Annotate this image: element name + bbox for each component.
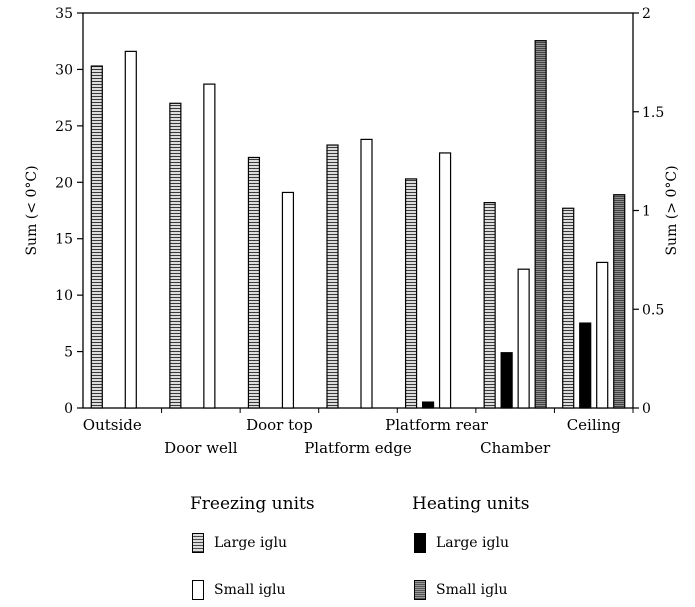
bar-heating-small <box>534 40 547 409</box>
category-labels: Outside Door well Door top Platform edge Pla… <box>83 416 621 457</box>
bar-freezing-small <box>203 83 216 409</box>
plot-area <box>82 12 634 409</box>
left-tick-label: 25 <box>55 119 73 135</box>
left-tick-label: 15 <box>55 232 73 248</box>
right-tick-label: 1 <box>642 204 651 220</box>
bar-heating-large <box>500 352 513 409</box>
left-axis-title: Sum (< 0°C) <box>24 165 40 255</box>
bar-group <box>90 40 634 413</box>
left-tick-label: 35 <box>55 6 73 22</box>
bar-freezing-small <box>124 50 137 409</box>
category-label: Ceiling <box>567 416 621 434</box>
bar-freezing-large <box>562 207 575 409</box>
bar-freezing-large <box>90 65 103 409</box>
right-tick-label: 2 <box>642 6 651 22</box>
category-label: Outside <box>83 416 142 434</box>
left-tick-label: 30 <box>55 62 73 78</box>
left-y-axis: 0 5 10 15 20 25 30 35 <box>55 6 83 417</box>
right-axis-title: Sum (> 0°C) <box>664 165 680 255</box>
bar-freezing-large <box>247 156 261 409</box>
left-tick-label: 0 <box>64 401 73 417</box>
left-tick-label: 20 <box>55 175 73 191</box>
bar-heating-small <box>613 194 626 409</box>
right-tick-label: 0 <box>642 401 651 417</box>
bar-freezing-large <box>169 102 182 409</box>
left-tick-label: 10 <box>55 288 73 304</box>
bar-heating-large <box>421 401 435 409</box>
bar-freezing-large <box>326 144 339 409</box>
right-tick-label: 1.5 <box>642 105 664 121</box>
bar-heating-large <box>579 322 592 409</box>
plot-border <box>82 12 634 409</box>
bar-freezing-small <box>517 268 530 409</box>
bar-freezing-large <box>483 202 496 409</box>
category-label: Platform rear <box>385 416 489 434</box>
bar-freezing-large <box>404 178 418 409</box>
bar-freezing-small <box>360 138 373 409</box>
bar-freezing-small <box>596 261 609 409</box>
bar-freezing-small <box>438 152 452 409</box>
right-y-axis: 0 0.5 1 1.5 2 <box>633 6 664 417</box>
category-label: Door top <box>246 416 313 434</box>
right-tick-label: 0.5 <box>642 302 664 318</box>
category-label: Door well <box>164 439 238 457</box>
left-tick-label: 5 <box>64 345 73 361</box>
bar-freezing-small <box>281 191 295 409</box>
category-label: Chamber <box>480 439 551 457</box>
category-label: Platform edge <box>304 439 412 457</box>
